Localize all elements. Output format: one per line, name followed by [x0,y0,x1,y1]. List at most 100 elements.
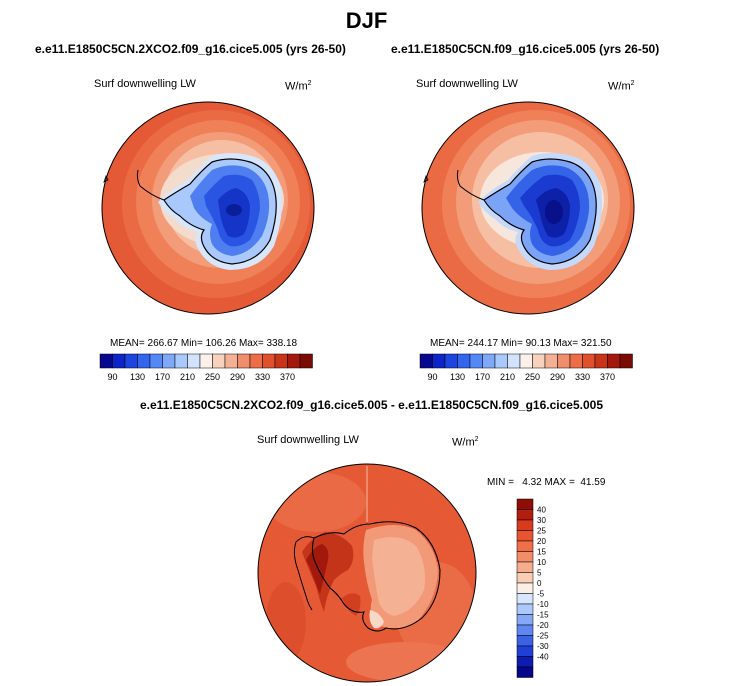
panel-2-colorbar-box [469,353,483,369]
panel-1-colorbar-box [262,353,276,369]
diff-colorbar-label: 20 [537,537,546,546]
panel-2-colorbar-label: 290 [550,372,565,382]
diff-colorbar-label: 0 [537,579,542,588]
panel-1-colorbar-box [112,353,126,369]
diff-colorbar-box [516,498,534,510]
panel-1-colorbar-label: 250 [205,372,220,382]
panel-1-title: e.e11.E1850C5CN.2XCO2.f09_g16.cice5.005 … [35,42,346,56]
panel-2-variable: Surf downwelling LW [416,78,518,90]
panel-2-colorbar-label: 210 [500,372,515,382]
diff-unit: W/m2 [452,436,479,449]
diff-variable: Surf downwelling LW [257,434,359,446]
panel-1-unit-exp: 2 [307,80,312,87]
panel-1-colorbar-label: 130 [130,372,145,382]
diff-colorbar-label: -15 [537,611,549,620]
diff-colorbar-box [516,572,534,584]
diff-colorbar-box [516,582,534,594]
panel-2-colorbar-box [494,353,508,369]
panel-1-colorbar-box [212,353,226,369]
panel-2-colorbar-label: 130 [450,372,465,382]
panel-2-colorbar-box [557,353,571,369]
diff-stats: MIN = 4.32 MAX = 41.59 [487,477,606,488]
panel-2-colorbar-box [619,353,633,369]
diff-colorbar-label: -30 [537,642,549,651]
panel-1-map [101,101,315,315]
diff-colorbar-label: -40 [537,653,549,662]
panel-2-colorbar-box [432,353,446,369]
panel-1-colorbar-label: 90 [107,372,117,382]
panel-2-colorbar-box [569,353,583,369]
panel-2-colorbar-box [532,353,546,369]
panel-1-colorbar-label: 370 [280,372,295,382]
panel-1-colorbar-box [174,353,188,369]
panel-1-colorbar-label: 290 [230,372,245,382]
diff-colorbar-box [516,561,534,573]
panel-2-colorbar-label: 330 [575,372,590,382]
panel-1-stats: MEAN= 266.67 Min= 106.26 Max= 338.18 [110,338,298,349]
diff-colorbar-label: -5 [537,590,545,599]
panel-2-unit-base: W/m [608,80,631,93]
panel-1-colorbar-box [187,353,201,369]
panel-1-colorbar-box [274,353,288,369]
panel-1-colorbar-box [199,353,213,369]
panel-2-stats: MEAN= 244.17 Min= 90.13 Max= 321.50 [430,338,612,349]
panel-1-colorbar-box [224,353,238,369]
diff-colorbar-box [516,624,534,636]
diff-colorbar-box [516,593,534,605]
panel-1-colorbar-box [249,353,263,369]
panel-1-colorbar-label: 210 [180,372,195,382]
panel-1-unit: W/m2 [285,80,312,93]
panel-1-colorbar-box [162,353,176,369]
panel-2-colorbar-box [519,353,533,369]
panel-2-colorbar: 90 130 170 210 250 290 330 370 [419,353,633,382]
diff-colorbar-label: 15 [537,548,546,557]
diff-colorbar-label: 25 [537,527,546,536]
panel-1-variable: Surf downwelling LW [94,78,196,90]
panel-1-colorbar-label: 330 [255,372,270,382]
diff-colorbar-box [516,603,534,615]
diff-colorbar-box [516,519,534,531]
diff-unit-base: W/m [452,436,475,449]
panel-1-colorbar-box [287,353,301,369]
panel-2-map [421,101,635,315]
panel-2-colorbar-box [482,353,496,369]
panel-2-colorbar-box [457,353,471,369]
diff-colorbar-box [516,551,534,563]
panel-2-colorbar-label: 90 [427,372,437,382]
panel-1-unit-base: W/m [285,80,308,93]
panel-1-colorbar-box [149,353,163,369]
diff-colorbar-box [516,635,534,647]
panel-2-title: e.e11.E1850C5CN.f09_g16.cice5.005 (yrs 2… [391,42,660,56]
diff-colorbar-box [516,666,534,678]
panel-2-colorbar-box [507,353,521,369]
panel-2-colorbar-label: 370 [600,372,615,382]
panel-2-colorbar-box [582,353,596,369]
diff-colorbar-box [516,540,534,552]
diff-colorbar-label: -25 [537,632,549,641]
panel-1-colorbar-box [299,353,313,369]
diff-colorbar-box [516,645,534,657]
panel-1-colorbar-box [237,353,251,369]
panel-2-colorbar-box [419,353,433,369]
panel-1-colorbar: 90 130 170 210 250 290 330 370 [99,353,313,382]
panel-2-colorbar-box [444,353,458,369]
diff-map [257,463,477,683]
diff-colorbar-box [516,614,534,626]
diff-colorbar-label: -20 [537,621,549,630]
diff-colorbar-label: 40 [537,506,546,515]
panel-2-unit-exp: 2 [630,80,635,87]
diff-title: e.e11.E1850C5CN.2XCO2.f09_g16.cice5.005 … [140,398,603,412]
panel-2-colorbar-box [594,353,608,369]
panel-1-colorbar-box [99,353,113,369]
panel-2-colorbar-box [607,353,621,369]
diff-colorbar-label: -10 [537,600,549,609]
panel-1-colorbar-box [124,353,138,369]
diff-colorbar-box [516,530,534,542]
diff-unit-exp: 2 [474,436,479,443]
diff-colorbar-label: 5 [537,569,542,578]
panel-2-colorbar-label: 250 [525,372,540,382]
panel-1-colorbar-box [137,353,151,369]
panel-1-colorbar-label: 170 [155,372,170,382]
diff-colorbar-box [516,509,534,521]
